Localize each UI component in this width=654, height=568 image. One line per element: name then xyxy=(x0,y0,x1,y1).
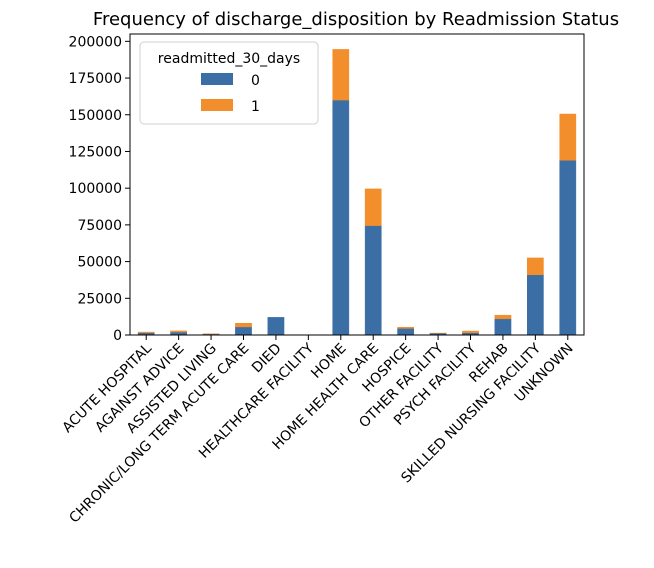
bars xyxy=(137,49,577,336)
y-tick-label: 50000 xyxy=(77,255,122,271)
bar-skilled-nursing-facility-series-0 xyxy=(527,274,544,336)
legend-label-0: 0 xyxy=(251,73,260,89)
bar-home-series-1 xyxy=(332,49,350,101)
bar-home-health-care-series-1 xyxy=(364,188,382,226)
y-tick-label: 75000 xyxy=(77,218,122,234)
y-tick-label: 125000 xyxy=(69,144,122,160)
bar-unknown-series-0 xyxy=(559,160,577,336)
y-tick-label: 100000 xyxy=(69,181,122,197)
bar-hospice-series-0 xyxy=(397,328,414,336)
y-tick-label: 175000 xyxy=(69,71,122,87)
bar-died-series-0 xyxy=(267,317,285,336)
y-tick-label: 200000 xyxy=(69,34,122,50)
bar-hospice-series-1 xyxy=(397,326,414,329)
y-tick-label: 0 xyxy=(113,328,122,344)
bar-acute-hospital-series-1 xyxy=(137,331,155,334)
bar-against-advice-series-1 xyxy=(170,330,188,333)
chart-title: Frequency of discharge_disposition by Re… xyxy=(93,9,619,30)
bar-rehab-series-0 xyxy=(494,318,512,336)
bar-chronic-long-term-acute-care-series-1 xyxy=(235,323,252,328)
bar-home-health-care-series-0 xyxy=(364,225,382,336)
bar-skilled-nursing-facility-series-1 xyxy=(527,257,544,276)
y-tick-label: 150000 xyxy=(69,108,122,124)
legend: readmitted_30_days 0 1 xyxy=(139,41,319,125)
bar-unknown-series-1 xyxy=(559,113,577,161)
bar-rehab-series-1 xyxy=(494,314,512,320)
legend-swatch-1 xyxy=(201,99,233,111)
legend-title: readmitted_30_days xyxy=(158,51,300,67)
plot-area-frame xyxy=(129,33,585,336)
bar-home-series-0 xyxy=(332,99,350,336)
legend-label-1: 1 xyxy=(251,99,260,115)
y-tick-label: 25000 xyxy=(77,291,122,307)
legend-swatch-0 xyxy=(201,73,233,85)
bar-chronic-long-term-acute-care-series-0 xyxy=(235,326,252,336)
bar-psych-facility-series-1 xyxy=(462,330,479,334)
y-axis-ticks: 0 25000 50000 75000 100000 125000 150000 175000… xyxy=(69,34,130,344)
